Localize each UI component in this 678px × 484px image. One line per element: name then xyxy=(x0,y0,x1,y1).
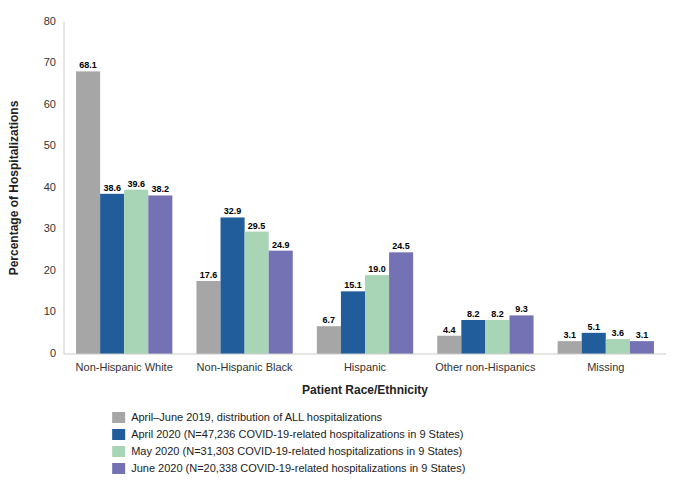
legend-label: June 2020 (N=20,338 COVID-19-related hos… xyxy=(131,462,465,474)
y-tick-label: 50 xyxy=(44,139,56,151)
bar xyxy=(221,217,245,354)
data-label: 5.1 xyxy=(588,322,601,332)
x-tick-label: Hispanic xyxy=(344,361,387,373)
data-label: 29.5 xyxy=(248,221,266,231)
bar xyxy=(582,333,606,354)
data-label: 24.5 xyxy=(392,241,410,251)
data-label: 17.6 xyxy=(200,270,218,280)
y-tick-label: 60 xyxy=(44,98,56,110)
y-tick-label: 40 xyxy=(44,181,56,193)
bar xyxy=(461,320,485,354)
bar xyxy=(509,315,533,354)
bar xyxy=(317,326,341,354)
legend-swatch xyxy=(112,412,125,423)
data-label: 3.6 xyxy=(612,328,625,338)
data-label: 4.4 xyxy=(443,325,456,335)
bar xyxy=(148,195,172,354)
bar xyxy=(245,232,269,354)
data-label: 6.7 xyxy=(323,315,336,325)
bars xyxy=(76,71,654,354)
y-tick-label: 30 xyxy=(44,222,56,234)
x-axis-line xyxy=(64,354,666,355)
bar xyxy=(485,320,509,354)
bar xyxy=(606,339,630,354)
x-axis-title: Patient Race/Ethnicity xyxy=(302,383,428,397)
data-label: 9.3 xyxy=(515,304,528,314)
data-label: 39.6 xyxy=(127,179,145,189)
data-label: 38.6 xyxy=(103,183,121,193)
data-labels: 68.1 17.6 6.7 4.4 3.1 38.6 32.9 15.1 8.2 5.1 39.6 2… xyxy=(79,60,648,340)
y-tick-label: 10 xyxy=(44,305,56,317)
bar xyxy=(365,275,389,354)
bar xyxy=(341,291,365,354)
legend-swatch xyxy=(112,446,125,457)
data-label: 68.1 xyxy=(79,60,97,70)
legend-label: April–June 2019, distribution of ALL hos… xyxy=(131,411,382,423)
bar xyxy=(100,194,124,354)
y-axis-line xyxy=(64,22,65,354)
bar xyxy=(76,71,100,354)
legend-swatch xyxy=(112,429,125,440)
y-tick-label: 20 xyxy=(44,264,56,276)
y-tick-label: 70 xyxy=(44,56,56,68)
data-label: 15.1 xyxy=(344,280,362,290)
bar xyxy=(124,190,148,354)
x-tick-label: Other non-Hispanics xyxy=(435,361,536,373)
legend-label: April 2020 (N=47,236 COVID-19-related ho… xyxy=(131,428,463,440)
legend: April–June 2019, distribution of ALL hos… xyxy=(112,411,465,474)
bar xyxy=(196,281,220,354)
data-label: 8.2 xyxy=(467,309,480,319)
data-label: 38.2 xyxy=(152,184,170,194)
y-tick-label: 0 xyxy=(50,347,56,359)
bar xyxy=(437,336,461,354)
x-tick-label: Missing xyxy=(587,361,624,373)
x-tick-label: Non-Hispanic White xyxy=(76,361,173,373)
chart: 0 10 20 30 40 50 60 70 80 68.1 17.6 6.7 4.4 3.1 38.6 32… xyxy=(0,0,678,484)
data-label: 3.1 xyxy=(636,330,649,340)
bar xyxy=(558,341,582,354)
data-label: 32.9 xyxy=(224,206,242,216)
data-label: 19.0 xyxy=(368,264,386,274)
bar xyxy=(389,252,413,354)
y-tick-label: 80 xyxy=(44,15,56,27)
bar xyxy=(630,341,654,354)
data-label: 8.2 xyxy=(491,309,504,319)
legend-swatch xyxy=(112,463,125,474)
data-label: 24.9 xyxy=(272,240,290,250)
legend-label: May 2020 (N=31,303 COVID-19-related hosp… xyxy=(131,445,462,457)
x-tick-label: Non-Hispanic Black xyxy=(197,361,293,373)
y-axis-title: Percentage of Hospitalizations xyxy=(7,100,21,275)
data-label: 3.1 xyxy=(563,330,576,340)
bar xyxy=(269,251,293,354)
